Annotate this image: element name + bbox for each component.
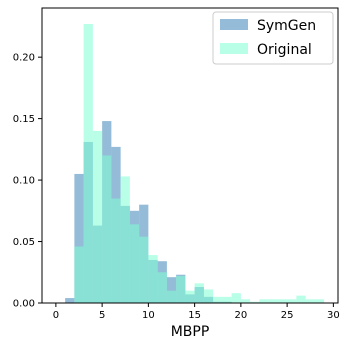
bar-original-5 [120, 176, 130, 303]
bar-original-11 [176, 275, 186, 303]
x-tick-label-3: 15 [188, 310, 201, 321]
bar-original-7 [139, 236, 149, 304]
bar-symgen-1 [74, 173, 84, 303]
bar-original-10 [166, 290, 177, 303]
x-tick-label-6: 30 [327, 310, 340, 321]
bar-original-21 [268, 299, 278, 303]
x-tick-label-1: 5 [99, 310, 105, 321]
x-tick-label-4: 20 [235, 310, 248, 321]
x-axis-ticks: 0 5 10 15 20 25 30 [53, 303, 340, 321]
y-tick-label-3: 0.15 [13, 114, 35, 125]
legend-swatch-symgen [220, 19, 248, 30]
bar-original-0 [74, 246, 84, 303]
bar-original-8 [148, 255, 158, 303]
x-axis-label: MBPP [171, 324, 210, 340]
x-tick-label-2: 10 [142, 310, 155, 321]
bar-original-3 [102, 155, 112, 303]
y-tick-label-1: 0.05 [13, 237, 35, 248]
y-tick-label-4: 0.20 [13, 53, 35, 64]
legend-swatch-original [220, 43, 248, 54]
x-tick-label-0: 0 [53, 310, 59, 321]
bar-original-6 [129, 224, 140, 303]
bar-original-13 [194, 283, 204, 303]
y-tick-label-2: 0.10 [13, 176, 35, 187]
x-tick-label-5: 25 [281, 310, 294, 321]
plot-frame [41, 7, 339, 304]
bar-original-12 [185, 290, 195, 303]
bar-original-23 [287, 299, 297, 303]
histogram-bars [65, 23, 325, 304]
bar-symgen-0 [65, 298, 75, 303]
bar-original-16 [222, 296, 232, 303]
bar-original-19 [250, 301, 260, 303]
bar-original-20 [259, 299, 269, 303]
bar-original-26 [314, 299, 325, 303]
bar-original-24 [296, 295, 306, 304]
bar-original-14 [203, 289, 214, 303]
bar-original-9 [157, 272, 167, 303]
bar-original-22 [277, 299, 288, 303]
bar-original-17 [231, 293, 241, 303]
bar-original-18 [240, 299, 251, 303]
bar-original-2 [92, 130, 103, 303]
legend-label-symgen: SymGen [257, 18, 316, 34]
legend: SymGen Original [212, 11, 334, 65]
bar-symgen-11 [166, 277, 177, 303]
legend-label-original: Original [257, 42, 312, 58]
bar-original-4 [111, 198, 121, 303]
y-axis-ticks: 0.00 0.05 0.10 0.15 0.20 [13, 53, 42, 310]
bar-original-15 [213, 296, 223, 303]
bar-original-25 [305, 299, 315, 303]
bar-original-1 [83, 23, 93, 303]
y-tick-label-0: 0.00 [13, 299, 35, 310]
